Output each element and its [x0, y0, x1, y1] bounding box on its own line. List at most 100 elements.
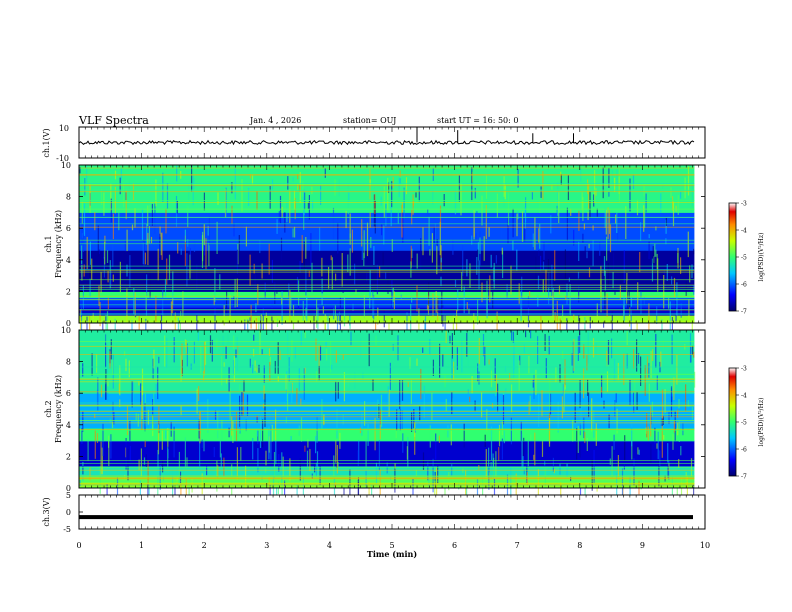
spectrogram-streak [82, 363, 84, 377]
spectrogram-streak [554, 312, 556, 322]
spectrogram-streak [368, 333, 370, 367]
spectrogram-streak [154, 203, 156, 234]
spectrogram-streak [102, 321, 104, 330]
spectrogram-streak [153, 379, 155, 406]
spectrogram-streak [211, 339, 213, 362]
spectrogram-streak [374, 417, 376, 451]
spectrogram-streak [208, 216, 210, 246]
spectrogram-streak [428, 216, 430, 246]
spectrogram-streak [481, 195, 483, 226]
spectrogram-line [79, 287, 695, 289]
spectrogram-streak [112, 213, 114, 240]
spectrogram-streak [208, 242, 210, 266]
spectrogram-line [79, 391, 695, 393]
spectrogram-streak [474, 187, 476, 199]
spectrogram-streak [203, 370, 205, 381]
spectrogram-ytick-label: 4 [66, 421, 71, 430]
spectrogram-streak [502, 250, 504, 279]
x-tick-label: 8 [577, 541, 582, 550]
spectrogram-streak [478, 337, 480, 365]
spectrogram-streak [193, 341, 195, 364]
spectrogram-streak [144, 403, 146, 432]
spectrogram-streak [338, 311, 340, 325]
spectrogram-streak [636, 392, 638, 410]
spectrogram-streak [129, 420, 131, 444]
spectrogram-streak [142, 242, 144, 265]
spectrogram-line [79, 190, 695, 191]
spectrogram-line [79, 184, 695, 185]
spectrogram-streak [89, 467, 91, 481]
spectrogram-streak [680, 446, 682, 456]
spectrogram-streak [545, 269, 547, 292]
spectrogram-streak [216, 338, 218, 350]
spectrogram-streak [544, 334, 546, 351]
spectrogram-streak [523, 437, 525, 457]
spectrogram-streak [110, 434, 112, 459]
spectrogram-streak [412, 194, 414, 215]
spectrogram-streak [629, 178, 631, 212]
spectrogram-streak [655, 226, 657, 231]
spectrogram-streak [204, 341, 207, 365]
spectrogram-streak [249, 358, 251, 368]
spectrogram-line [79, 284, 695, 286]
spectrogram-streak [319, 345, 322, 361]
spectrogram-streak [175, 196, 178, 227]
spectrogram-streak [520, 421, 522, 443]
spectrogram-streak [473, 313, 475, 341]
spectrogram-streak [176, 200, 178, 214]
spectrogram-streak [268, 243, 270, 275]
spectrogram-streak [337, 381, 339, 399]
spectrogram-streak [599, 242, 601, 256]
spectrogram-streak [305, 269, 307, 296]
spectrogram-streak [243, 380, 245, 392]
spectrogram-streak [496, 193, 498, 218]
spectrogram-streak [382, 252, 384, 266]
spectrogram-streak [305, 307, 307, 319]
spectrogram-streak [377, 307, 379, 325]
spectrogram-streak [196, 264, 198, 290]
spectrogram-streak [258, 364, 260, 373]
spectrogram-streak [603, 400, 605, 409]
spectrogram-streak [236, 278, 238, 307]
spectrogram-streak [107, 381, 109, 387]
spectrogram-streak [193, 239, 196, 252]
spectrogram-streak [676, 355, 678, 385]
spectrogram-streak [609, 458, 611, 465]
spectrogram-streak [570, 208, 572, 216]
spectrogram-line [79, 313, 695, 315]
spectrogram-streak [534, 217, 536, 250]
spectrogram-line [79, 239, 695, 241]
spectrogram-streak [113, 412, 115, 425]
spectrogram-streak [108, 441, 110, 466]
spectrogram-streak [535, 369, 537, 396]
spectrogram-streak [650, 412, 652, 425]
spectrogram-streak [285, 416, 287, 423]
ch1-colorbar [728, 202, 737, 312]
spectrogram-line [79, 374, 695, 375]
spectrogram-streak [261, 349, 263, 355]
spectrogram-streak [488, 447, 490, 477]
spectrogram-streak [596, 208, 598, 217]
spectrogram-streak [551, 264, 553, 297]
spectrogram-streak [180, 248, 182, 255]
spectrogram-streak [604, 270, 606, 291]
spectrogram-streak [407, 382, 409, 387]
spectrogram-streak [671, 317, 673, 339]
spectrogram-streak [617, 214, 619, 242]
spectrogram-ytick-label: 2 [66, 287, 71, 296]
spectrogram-streak [529, 291, 531, 296]
spectrogram-streak [371, 484, 373, 502]
spectrogram-streak [240, 447, 242, 461]
spectrogram-streak [292, 177, 294, 182]
spectrogram-streak [613, 252, 615, 269]
colorbar-tick-label: -5 [741, 255, 747, 262]
spectrogram-streak [562, 384, 564, 407]
spectrogram-streak [539, 223, 541, 249]
spectrogram-streak [342, 414, 344, 425]
spectrogram-streak [673, 377, 675, 401]
spectrogram-streak [495, 374, 498, 392]
spectrogram-streak [373, 245, 375, 265]
spectrogram-streak [451, 398, 454, 406]
spectrogram-streak [303, 368, 305, 400]
spectrogram-streak [128, 360, 130, 378]
